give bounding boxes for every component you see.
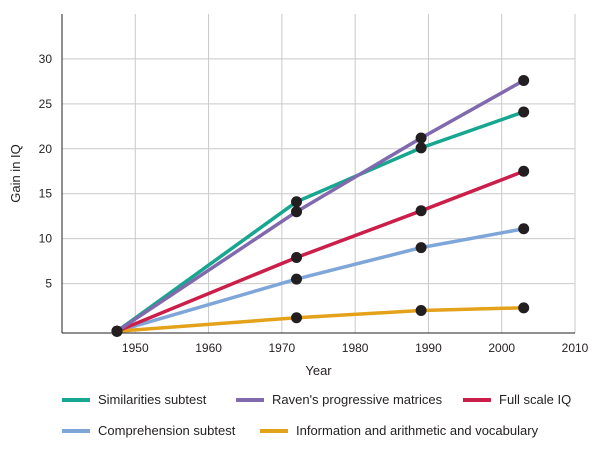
legend-item-ravens: Raven's progressive matrices xyxy=(236,392,442,407)
grid xyxy=(62,14,576,333)
x-tick-label-1970: 1970 xyxy=(269,341,296,355)
data-point-2-1 xyxy=(291,252,303,264)
legend-label-information: Information and arithmetic and vocabular… xyxy=(296,423,539,438)
legend-swatch-information xyxy=(260,428,288,433)
data-point-4-2 xyxy=(415,305,427,317)
x-axis-title: Year xyxy=(305,363,332,378)
x-tick-label-1980: 1980 xyxy=(342,341,369,355)
x-tick-label-2010: 2010 xyxy=(562,341,589,355)
y-tick-labels: 5 10 15 20 25 30 xyxy=(39,52,53,291)
y-tick-label-5: 5 xyxy=(45,277,52,291)
series-line-0 xyxy=(115,110,526,333)
series-line-1 xyxy=(115,78,526,333)
legend: Similarities subtest Raven's progressive… xyxy=(0,386,599,460)
y-axis-title: Gain in IQ xyxy=(8,144,23,203)
data-point-4-3 xyxy=(518,302,530,314)
x-tick-label-2000: 2000 xyxy=(488,341,515,355)
iq-gain-line-chart: 1950 1960 1970 1980 1990 2000 2010 5 10 15 20 25 30… xyxy=(8,14,589,378)
legend-label-similarities: Similarities subtest xyxy=(98,392,207,407)
legend-swatch-comprehension xyxy=(62,428,90,433)
data-point-3-3 xyxy=(518,223,530,235)
data-point-2-3 xyxy=(518,165,530,177)
y-tick-label-25: 25 xyxy=(39,97,53,111)
legend-item-similarities: Similarities subtest xyxy=(62,392,206,407)
series-lines xyxy=(115,78,526,333)
y-tick-label-10: 10 xyxy=(39,232,53,246)
data-points xyxy=(111,74,530,337)
data-point-1-3 xyxy=(518,74,530,86)
legend-swatch-full-scale xyxy=(463,397,491,402)
legend-item-information: Information and arithmetic and vocabular… xyxy=(260,423,538,438)
axes xyxy=(61,14,575,334)
data-point-1-1 xyxy=(291,206,303,218)
legend-item-full-scale: Full scale IQ xyxy=(463,392,571,407)
legend-label-ravens: Raven's progressive matrices xyxy=(272,392,443,407)
legend-label-comprehension: Comprehension subtest xyxy=(98,423,236,438)
y-tick-label-20: 20 xyxy=(39,142,53,156)
x-tick-label-1950: 1950 xyxy=(122,341,149,355)
legend-item-comprehension: Comprehension subtest xyxy=(62,423,235,438)
data-point-3-2 xyxy=(415,242,427,254)
legend-swatch-ravens xyxy=(236,397,264,402)
series-line-2 xyxy=(115,169,526,333)
legend-swatch-similarities xyxy=(62,397,90,402)
data-point-2-2 xyxy=(415,205,427,217)
y-tick-label-30: 30 xyxy=(39,52,53,66)
y-tick-label-15: 15 xyxy=(39,187,53,201)
x-tick-label-1960: 1960 xyxy=(195,341,222,355)
data-point-0-3 xyxy=(518,106,530,118)
legend-label-full-scale: Full scale IQ xyxy=(499,392,572,407)
x-tick-label-1990: 1990 xyxy=(415,341,442,355)
data-point-0-2 xyxy=(415,142,427,154)
x-tick-labels: 1950 1960 1970 1980 1990 2000 2010 xyxy=(122,341,589,355)
series-line-3 xyxy=(115,227,526,333)
data-point-1-2 xyxy=(415,132,427,144)
data-point-4-0 xyxy=(111,325,123,337)
data-point-0-1 xyxy=(291,196,303,208)
series-line-4 xyxy=(115,306,526,333)
data-point-4-1 xyxy=(291,312,303,324)
data-point-3-1 xyxy=(291,273,303,285)
